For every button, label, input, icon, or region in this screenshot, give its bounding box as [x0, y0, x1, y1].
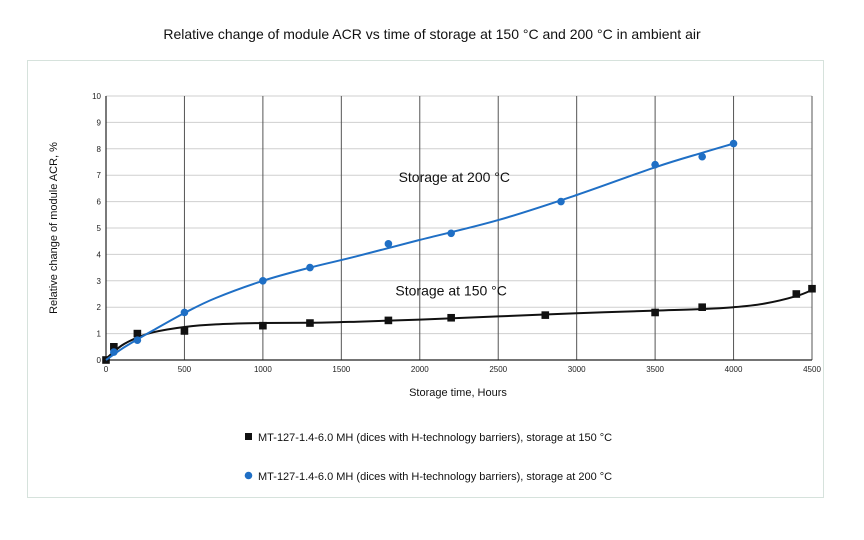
- y-tick-label: 9: [97, 118, 102, 127]
- data-point-200: [259, 277, 267, 285]
- legend-label-150: MT-127-1.4-6.0 MH (dices with H-technolo…: [258, 432, 612, 444]
- data-point-200: [698, 152, 706, 161]
- x-tick-label: 500: [178, 365, 192, 374]
- data-point-200: [447, 229, 455, 238]
- x-tick-label: 2500: [489, 365, 507, 374]
- y-tick-label: 3: [97, 277, 102, 286]
- x-tick-label: 1000: [254, 365, 272, 374]
- y-tick-label: 7: [97, 171, 102, 180]
- x-tick-label: 4500: [803, 365, 821, 374]
- series: [102, 139, 816, 364]
- axes: [105, 96, 812, 361]
- y-axis-label: Relative change of module ACR, %: [48, 142, 60, 314]
- trend-line-200: [105, 142, 734, 361]
- data-point-150: [133, 329, 142, 338]
- y-tick-label: 5: [97, 224, 102, 233]
- data-point-200: [651, 160, 659, 169]
- y-tick-label: 8: [97, 145, 102, 154]
- data-point-200: [729, 139, 738, 148]
- x-tick-label: 3000: [568, 365, 586, 374]
- data-point-150: [541, 311, 550, 319]
- data-point-150: [447, 313, 455, 322]
- data-point-200: [133, 336, 142, 345]
- data-point-200: [180, 308, 189, 317]
- data-point-200: [110, 348, 118, 356]
- data-point-150: [792, 290, 801, 298]
- legend-marker-150: [245, 433, 252, 440]
- x-tick-label: 1500: [332, 365, 350, 374]
- data-point-200: [306, 263, 314, 272]
- x-tick-label: 2000: [411, 365, 429, 374]
- data-point-200: [557, 197, 565, 206]
- trend-line-150: [105, 289, 813, 360]
- data-point-150: [384, 316, 393, 325]
- x-tick-label: 4000: [725, 365, 743, 374]
- y-tick-label: 4: [97, 250, 102, 259]
- x-tick-label: 3500: [646, 365, 664, 374]
- y-tick-label: 2: [97, 303, 102, 312]
- x-axis-label: Storage time, Hours: [409, 387, 507, 399]
- legend-marker-200: [244, 471, 253, 480]
- legend-label-200: MT-127-1.4-6.0 MH (dices with H-technolo…: [258, 471, 612, 483]
- grid: [105, 95, 813, 361]
- data-point-150: [306, 319, 314, 327]
- data-point-150: [180, 327, 189, 335]
- data-point-150: [651, 308, 659, 317]
- x-tick-label: 0: [104, 365, 109, 374]
- annotation-storage-150: Storage at 150 °C: [395, 282, 506, 298]
- data-point-150: [698, 303, 706, 311]
- y-tick-label: 0: [97, 356, 102, 365]
- y-tick-label: 6: [97, 198, 102, 207]
- data-point-200: [384, 240, 393, 248]
- chart-frame: [27, 60, 824, 498]
- legend: MT-127-1.4-6.0 MH (dices with H-technolo…: [244, 432, 612, 483]
- data-point-150: [808, 284, 816, 293]
- y-tick-label: 10: [92, 92, 101, 101]
- annotation-storage-200: Storage at 200 °C: [399, 169, 510, 185]
- y-tick-label: 1: [97, 330, 102, 339]
- data-point-150: [110, 343, 118, 351]
- data-point-150: [259, 321, 267, 330]
- tick-labels: 0 1 2 3 4 5 6 7 8 9 10 0 500 1000 1500 2000 2500 3000 3500…: [92, 92, 821, 374]
- chart-title: Relative change of module ACR vs time of…: [163, 26, 701, 42]
